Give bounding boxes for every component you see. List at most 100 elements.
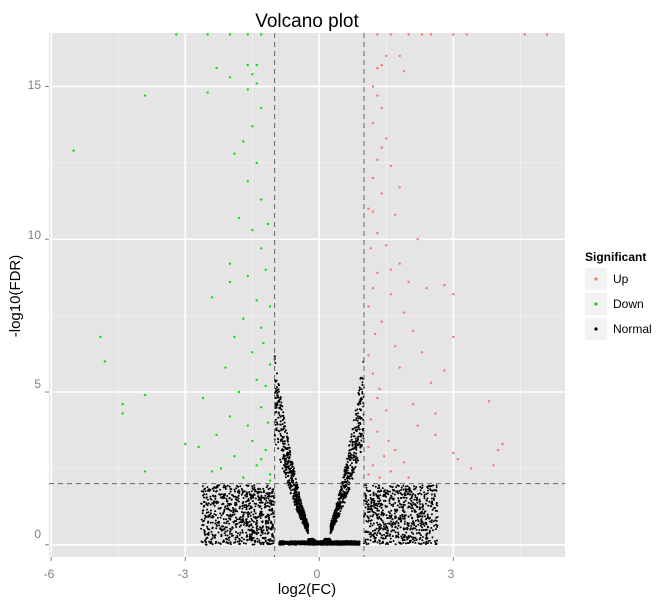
normal-point	[357, 426, 359, 429]
minor-gridlines	[49, 33, 565, 557]
normal-point	[351, 543, 354, 546]
normal-point	[340, 542, 343, 545]
normal-point	[211, 521, 214, 524]
normal-point	[235, 526, 238, 528]
normal-point	[407, 501, 410, 504]
down-point	[197, 445, 200, 449]
normal-point	[364, 500, 367, 503]
down-points	[72, 33, 272, 482]
normal-point	[369, 535, 372, 538]
normal-point	[374, 529, 377, 532]
normal-point	[378, 540, 381, 543]
up-point	[411, 403, 415, 406]
normal-point	[399, 492, 402, 494]
normal-point	[202, 490, 205, 493]
normal-point	[223, 532, 226, 535]
normal-point	[352, 458, 355, 461]
normal-point	[211, 537, 214, 540]
normal-point	[214, 497, 217, 500]
normal-point	[407, 488, 410, 491]
normal-point	[383, 533, 386, 536]
normal-point	[376, 490, 379, 493]
normal-point	[427, 485, 430, 487]
normal-point	[386, 505, 389, 508]
normal-point	[336, 501, 339, 504]
normal-point	[213, 536, 216, 539]
normal-point	[321, 543, 324, 546]
normal-point	[422, 528, 425, 531]
normal-point	[207, 502, 210, 505]
normal-point	[436, 524, 439, 527]
normal-point	[292, 484, 295, 487]
down-point	[246, 33, 249, 36]
normal-point	[213, 504, 216, 507]
normal-point	[261, 521, 264, 524]
normal-point	[397, 524, 400, 527]
normal-point	[206, 489, 209, 492]
normal-point	[234, 536, 237, 539]
normal-point	[270, 502, 273, 505]
normal-point	[404, 485, 407, 488]
normal-point	[419, 543, 422, 545]
normal-point	[419, 503, 421, 505]
normal-point	[237, 489, 240, 492]
normal-point	[423, 497, 426, 500]
normal-point	[283, 455, 286, 457]
normal-point	[430, 485, 433, 487]
normal-point	[432, 507, 435, 510]
up-point	[425, 286, 428, 290]
normal-point	[358, 441, 361, 444]
down-point	[251, 228, 254, 232]
normal-point	[254, 490, 256, 493]
normal-point	[364, 538, 367, 541]
normal-point	[367, 499, 370, 502]
normal-point	[252, 496, 255, 499]
normal-point	[277, 416, 280, 419]
normal-point	[348, 475, 351, 478]
normal-point	[352, 471, 355, 474]
normal-point	[206, 504, 209, 507]
normal-point	[219, 542, 222, 545]
normal-point	[340, 507, 343, 510]
down-point	[260, 406, 263, 409]
x-axis-label: log2(FC)	[278, 581, 336, 598]
normal-point	[395, 510, 398, 513]
normal-point	[432, 497, 435, 500]
normal-point	[279, 415, 282, 418]
normal-point	[400, 520, 402, 523]
normal-point	[234, 504, 237, 507]
normal-point	[431, 500, 433, 503]
normal-point	[418, 532, 421, 535]
normal-point	[389, 537, 392, 540]
legend-dot-down	[594, 302, 598, 306]
normal-point	[202, 520, 204, 523]
normal-point	[273, 355, 276, 358]
normal-point	[419, 515, 422, 518]
normal-point	[253, 510, 256, 513]
normal-point	[287, 542, 290, 545]
normal-point	[292, 471, 295, 474]
normal-point	[401, 515, 404, 518]
up-point	[380, 106, 383, 110]
normal-point	[345, 491, 348, 494]
normal-point	[232, 509, 235, 512]
axis-ticks	[45, 85, 454, 561]
normal-point	[427, 542, 429, 545]
normal-point	[390, 509, 393, 512]
down-point	[215, 66, 218, 70]
normal-point	[349, 452, 352, 455]
up-point	[407, 280, 410, 284]
normal-point	[234, 498, 237, 501]
down-point	[251, 125, 254, 128]
normal-point	[245, 505, 248, 508]
normal-point	[284, 425, 287, 428]
normal-point	[215, 527, 218, 530]
normal-point	[209, 512, 212, 515]
normal-point	[270, 522, 273, 525]
normal-point	[354, 465, 357, 468]
normal-point	[247, 511, 250, 514]
normal-point	[257, 504, 260, 507]
normal-point	[217, 531, 220, 534]
normal-point	[222, 497, 224, 500]
normal-point	[367, 542, 370, 545]
